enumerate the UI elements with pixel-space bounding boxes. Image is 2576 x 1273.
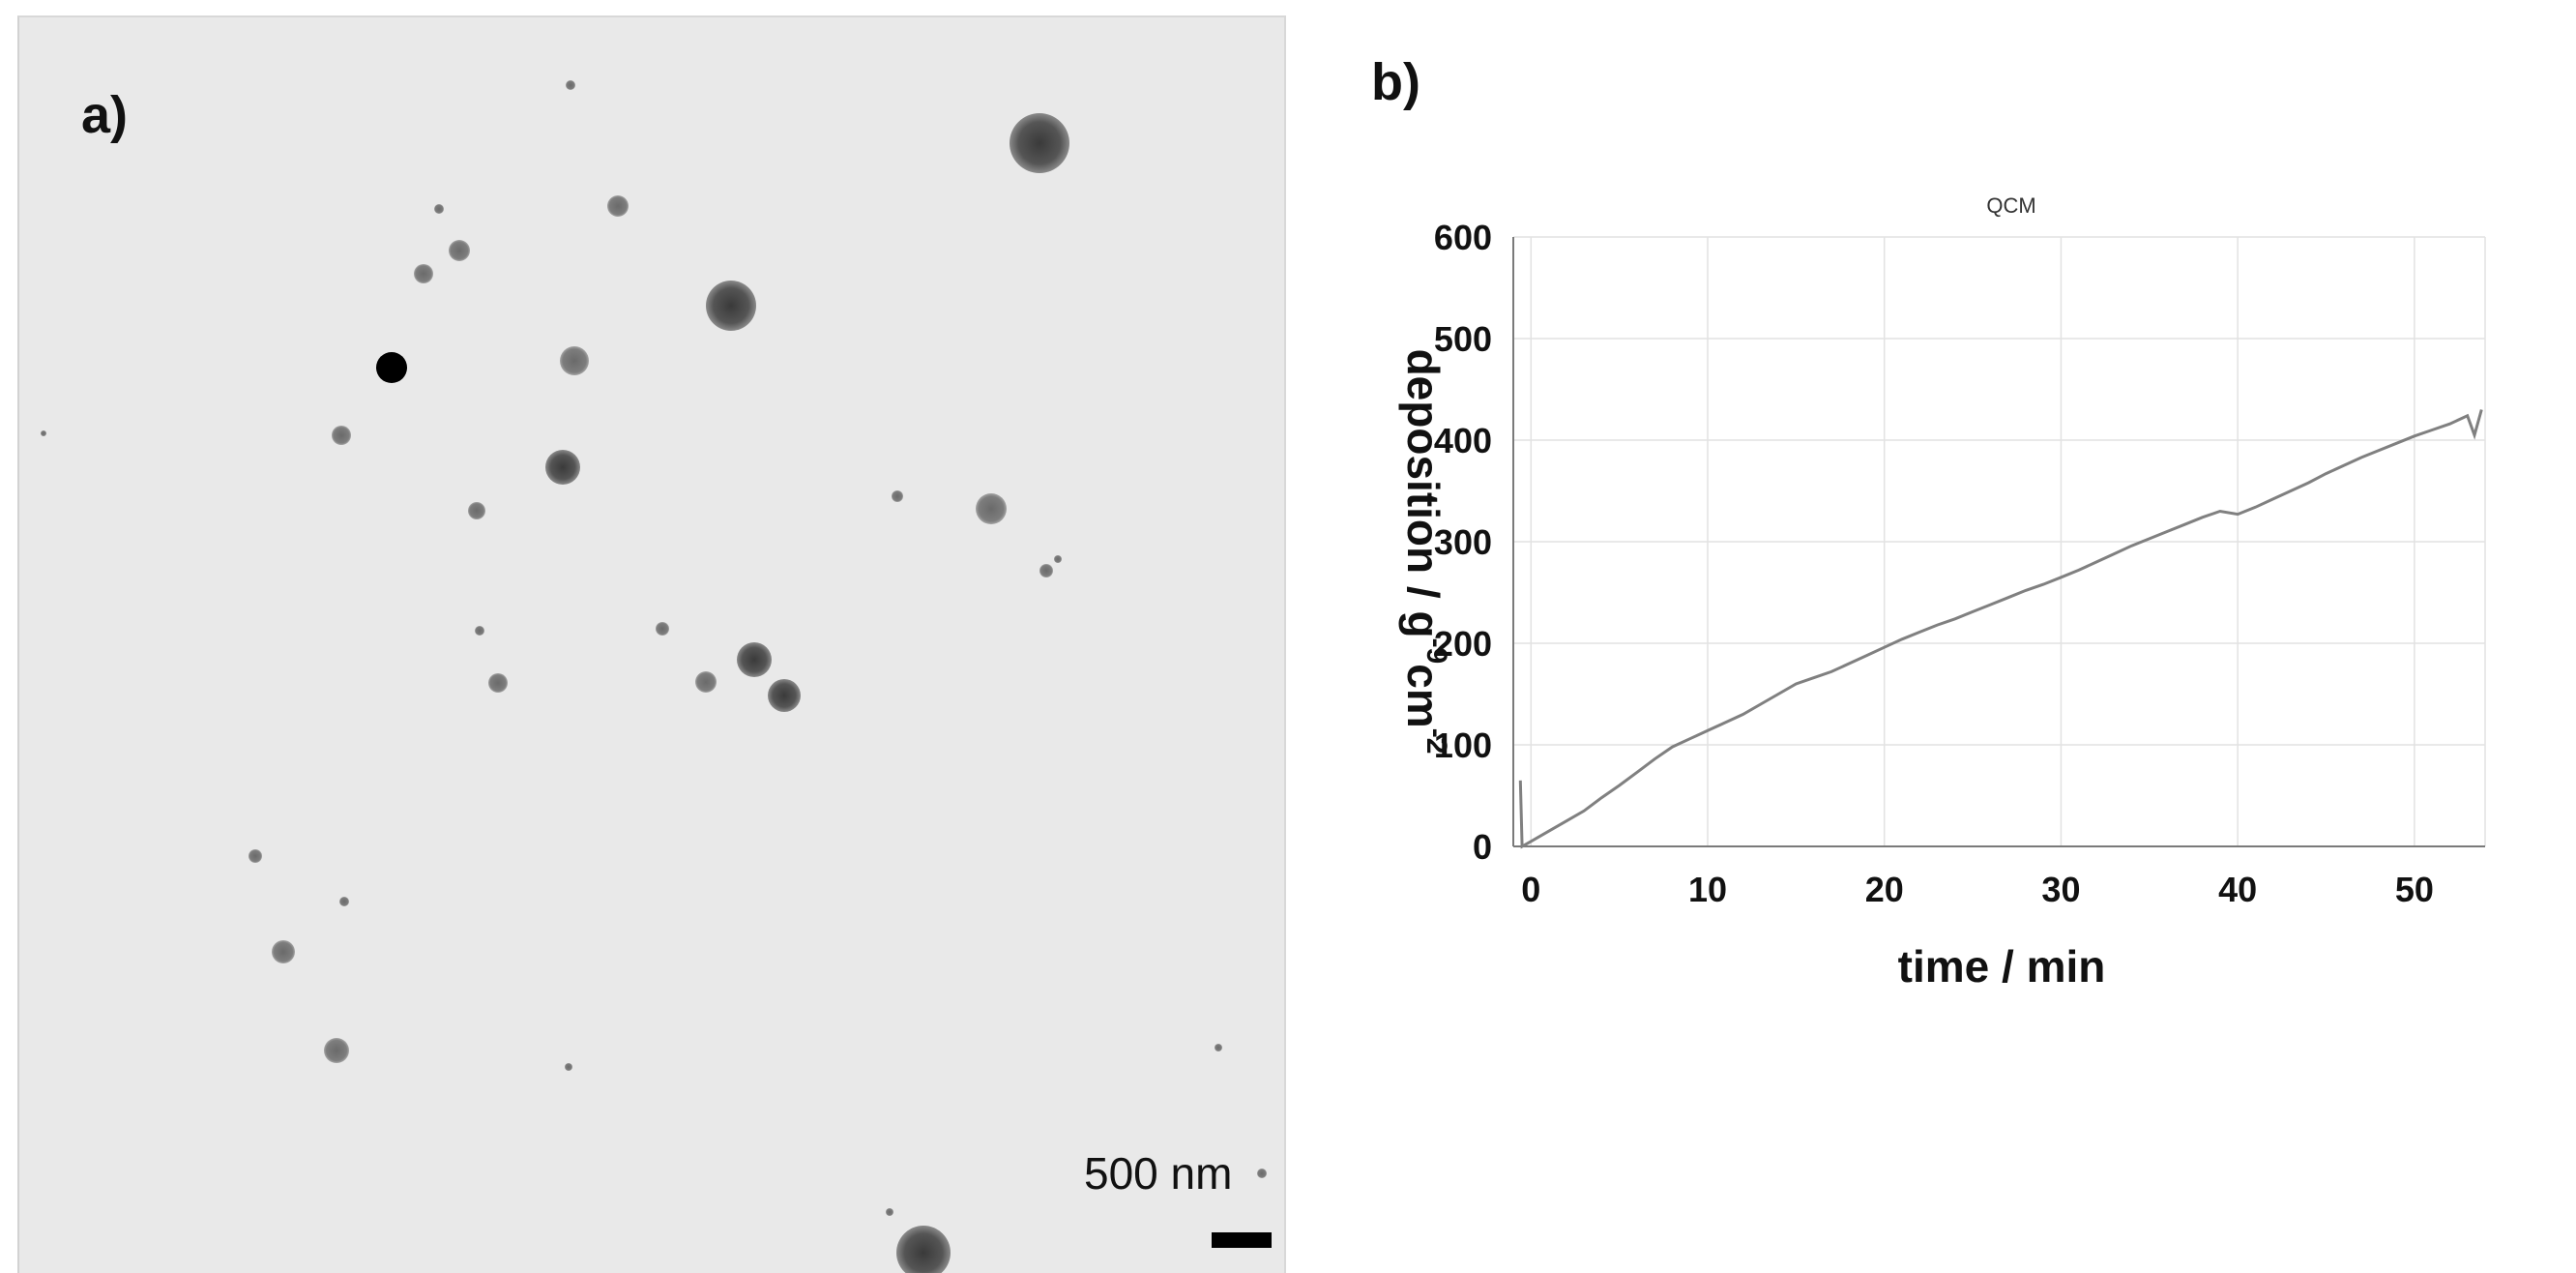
panel-label-a: a)	[81, 86, 129, 144]
tem-micrograph: a) 500 nm	[17, 15, 1286, 1273]
x-tick-label: 20	[1865, 870, 1904, 909]
particle	[768, 679, 801, 712]
particle	[976, 493, 1007, 524]
particle	[566, 80, 575, 90]
y-axis-title-main: deposition / g	[1398, 349, 1449, 638]
y-tick-label: 300	[1434, 522, 1492, 562]
particle	[272, 940, 295, 963]
y-tick-label: 200	[1434, 624, 1492, 664]
x-tick-label: 50	[2395, 870, 2434, 909]
y-tick-label: 600	[1434, 218, 1492, 257]
particle	[892, 490, 903, 502]
y-axis-title-sup2: -2	[1420, 728, 1452, 755]
x-tick-label: 0	[1521, 870, 1540, 909]
particle	[468, 502, 485, 519]
particle	[434, 204, 444, 214]
y-tick-labels: 0 100 200 300 400 500 600	[1434, 218, 1492, 867]
particle	[324, 1038, 349, 1063]
y-axis-title: deposition / g-9cm-2	[1398, 349, 1452, 755]
x-axis-title: time / min	[1898, 941, 2106, 992]
series-line-deposition	[1518, 409, 2483, 849]
y-tick-label: 400	[1434, 421, 1492, 460]
particle	[737, 642, 772, 677]
chart-title: QCM	[1986, 193, 2035, 218]
panel-label-b: b)	[1371, 53, 1420, 111]
y-tick-label: 100	[1434, 725, 1492, 765]
x-tick-labels: 0 10 20 30 40 50	[1521, 870, 2434, 909]
particle	[896, 1226, 951, 1273]
particle	[414, 264, 433, 283]
particle	[886, 1208, 893, 1216]
particle	[706, 281, 756, 331]
x-tick-label: 30	[2041, 870, 2080, 909]
particle	[376, 352, 407, 383]
tem-particles	[41, 80, 1267, 1273]
particle	[607, 195, 629, 217]
particle	[449, 240, 470, 261]
particle	[332, 426, 351, 445]
y-tick-label: 0	[1473, 827, 1492, 867]
qcm-chart: QCM 0 100 200 300 400 500 600 0 10 20 30 40 50 time…	[1398, 193, 2486, 992]
particle	[560, 346, 589, 375]
x-tick-label: 10	[1688, 870, 1727, 909]
particle	[656, 622, 669, 636]
particle	[545, 450, 580, 485]
particle	[249, 849, 262, 863]
particle	[475, 626, 484, 636]
particle	[1010, 113, 1069, 173]
x-tick-label: 40	[2218, 870, 2257, 909]
particle	[695, 671, 717, 693]
particle	[1054, 555, 1062, 563]
particle	[1039, 564, 1053, 577]
chart-frame	[1512, 237, 2485, 847]
scale-bar-label: 500 nm	[1084, 1148, 1233, 1199]
chart-grid	[1513, 236, 2486, 847]
particle	[339, 897, 349, 906]
y-tick-label: 500	[1434, 319, 1492, 359]
particle	[1215, 1044, 1222, 1051]
scale-bar	[1212, 1232, 1272, 1248]
particle	[1257, 1169, 1267, 1178]
particle	[488, 673, 508, 693]
particle	[41, 430, 46, 436]
y-axis-title-sup1: -9	[1420, 638, 1452, 665]
y-axis-title-unit: cm	[1398, 664, 1449, 727]
particle	[565, 1063, 572, 1071]
